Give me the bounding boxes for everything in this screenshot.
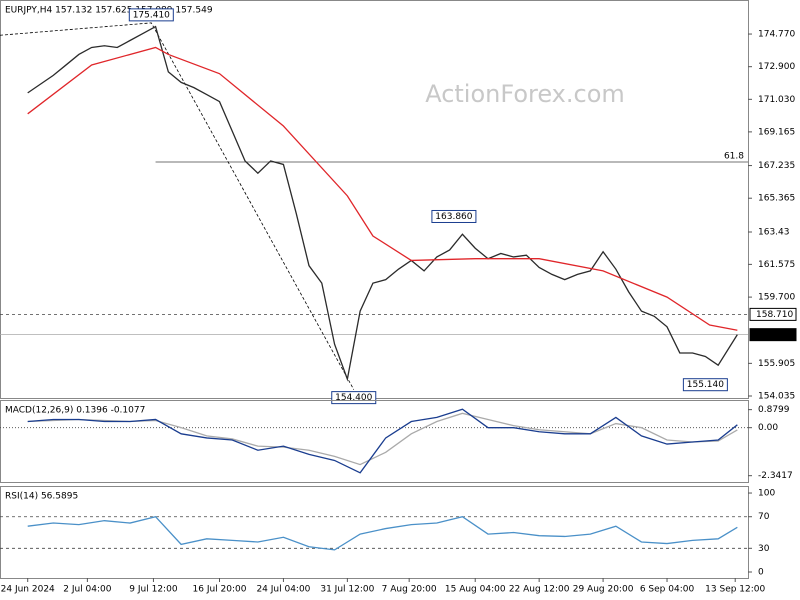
- panel-title: MACD(12,26,9) 0.1396 -0.1077: [5, 406, 145, 416]
- x-tick-label: 29 Aug 20:00: [573, 585, 634, 595]
- panel-title: RSI(14) 56.5895: [5, 492, 78, 502]
- y-tick-label: 30: [758, 544, 770, 554]
- x-tick-label: 22 Aug 12:00: [509, 585, 570, 595]
- axis-price-box: [749, 307, 797, 321]
- y-tick-label: 0: [758, 567, 764, 577]
- y-tick-label: 0.8799: [758, 405, 790, 415]
- y-tick-label: 161.575: [758, 260, 795, 270]
- y-tick-label: 70: [758, 512, 770, 522]
- series-line: [27, 46, 738, 331]
- y-tick-label: 0.00: [758, 423, 778, 433]
- y-tick-label: -2.3417: [758, 471, 793, 481]
- annotation-label: 163.860: [435, 212, 472, 222]
- watermark: ActionForex.com: [425, 80, 625, 108]
- axis-price-label: 158.710: [756, 310, 793, 320]
- annotation-label: 154.400: [335, 393, 372, 403]
- y-tick-label: 163.43: [758, 227, 790, 237]
- panel-frame: [0, 486, 749, 579]
- x-tick-label: 15 Aug 04:00: [445, 585, 506, 595]
- x-tick-label: 13 Sep 12:00: [705, 585, 765, 595]
- annotation-label: 175.410: [133, 10, 170, 20]
- zigzag-line: [0, 22, 355, 390]
- x-tick-label: 2 Jul 04:00: [63, 585, 112, 595]
- x-tick-label: 24 Jul 04:00: [256, 585, 310, 595]
- x-tick-label: 7 Aug 20:00: [382, 585, 437, 595]
- annotation-box: [682, 378, 728, 392]
- y-tick-label: 100: [758, 489, 775, 499]
- annotation-box: [431, 209, 477, 223]
- panel-title: EURJPY,H4 157.132 157.625 157.089 157.54…: [5, 6, 213, 16]
- annotation-box: [128, 8, 174, 22]
- y-tick-label: 174.770: [758, 30, 795, 40]
- y-tick-label: 154.035: [758, 391, 795, 401]
- axis-price-box: [749, 328, 797, 342]
- series-line: [27, 408, 738, 474]
- x-tick-label: 31 Jul 12:00: [320, 585, 374, 595]
- x-tick-label: 24 Jun 2024: [1, 585, 55, 595]
- y-tick-label: 155.905: [758, 359, 795, 369]
- series-line: [27, 515, 738, 551]
- x-tick-label: 6 Sep 04:00: [640, 585, 695, 595]
- y-tick-label: 159.700: [758, 293, 795, 303]
- panel-frame: [0, 400, 749, 483]
- series-line: [27, 25, 738, 382]
- series-line: [27, 412, 738, 466]
- axis-price-label: 157.549: [756, 330, 793, 340]
- y-tick-label: 171.030: [758, 95, 795, 105]
- annotation-label: 155.140: [687, 380, 724, 390]
- y-tick-label: 165.365: [758, 194, 795, 204]
- y-tick-label: 167.235: [758, 161, 795, 171]
- y-tick-label: 172.900: [758, 62, 795, 72]
- level-label: 61.8: [724, 151, 744, 161]
- y-tick-label: 169.165: [758, 127, 795, 137]
- x-tick-label: 16 Jul 20:00: [193, 585, 247, 595]
- x-tick-label: 9 Jul 12:00: [129, 585, 178, 595]
